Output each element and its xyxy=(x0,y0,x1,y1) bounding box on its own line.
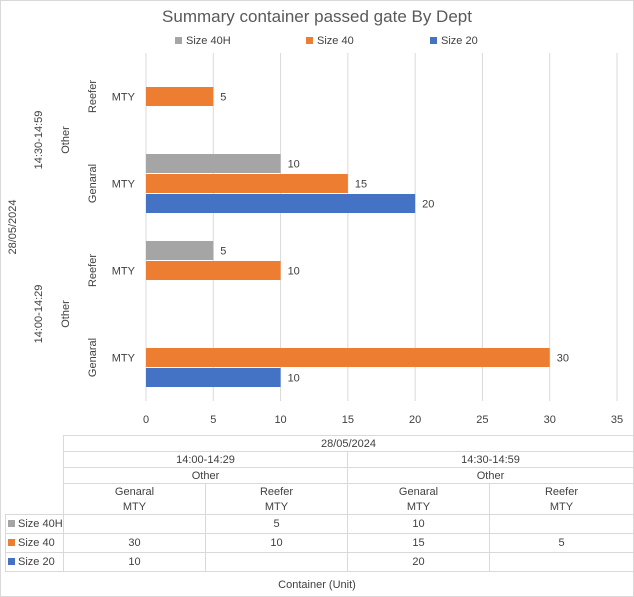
table-dept-header: Reefer xyxy=(205,483,348,499)
table-swatch-size-40 xyxy=(8,539,15,546)
table-cell: 30 xyxy=(63,533,206,553)
chart-title: Summary container passed gate By Dept xyxy=(162,7,472,26)
x-tick-label: 10 xyxy=(274,414,286,426)
table-cell xyxy=(489,514,633,534)
data-label: 10 xyxy=(288,159,300,171)
x-tick-label: 35 xyxy=(611,414,623,426)
bar-size-40 xyxy=(146,174,348,193)
table-type-header: MTY xyxy=(205,499,348,515)
table-time-header-2: 14:30-14:59 xyxy=(347,451,633,468)
bar-size-40 xyxy=(146,348,550,367)
category-dept-label: Genaral xyxy=(87,164,99,203)
category-group-label: Other xyxy=(60,300,72,328)
x-axis-title: Container (Unit) xyxy=(278,579,356,591)
data-label: 15 xyxy=(355,179,367,191)
table-row-name: Size 40H xyxy=(18,518,63,530)
table-dept-header: Genaral xyxy=(347,483,490,499)
table-date-header: 28/05/2024 xyxy=(63,435,633,452)
category-dept-label: Reefer xyxy=(87,254,99,287)
table-type-header: MTY xyxy=(489,499,633,515)
category-dept-label: Genaral xyxy=(87,338,99,377)
table-time-header-1: 14:00-14:29 xyxy=(63,451,348,468)
data-label: 5 xyxy=(220,246,226,258)
legend-swatch-size-40 xyxy=(306,37,313,44)
table-swatch-size-20 xyxy=(8,558,15,565)
bar-size-40 xyxy=(146,87,214,106)
table-cell: 5 xyxy=(205,514,348,534)
table-group-header-2: Other xyxy=(347,467,633,484)
table-cell: 10 xyxy=(205,533,348,553)
table-cell xyxy=(205,552,348,572)
data-label: 10 xyxy=(288,266,300,278)
category-type-label: MTY xyxy=(112,92,136,104)
category-time-label: 14:30-14:59 xyxy=(33,111,45,170)
legend-label-size-40h: Size 40H xyxy=(186,35,231,47)
table-row-name: Size 40 xyxy=(18,537,55,549)
table-dept-header: Genaral xyxy=(63,483,206,499)
data-labels: 5 10 15 20 5 10 30 10 xyxy=(220,92,569,385)
x-tick-label: 15 xyxy=(342,414,354,426)
category-time-label: 14:00-14:29 xyxy=(33,285,45,344)
table-type-header: MTY xyxy=(347,499,490,515)
data-label: 20 xyxy=(422,199,434,211)
data-label: 10 xyxy=(288,373,300,385)
legend-swatch-size-20 xyxy=(430,37,437,44)
x-tick-labels: 0 5 10 15 20 25 30 35 xyxy=(143,414,623,426)
x-tick-label: 5 xyxy=(210,414,216,426)
table-row-name: Size 20 xyxy=(18,556,55,568)
table-cell: 20 xyxy=(347,552,490,572)
table-group-header-1: Other xyxy=(63,467,348,484)
x-tick-label: 25 xyxy=(476,414,488,426)
gridlines xyxy=(145,53,618,401)
table-cell xyxy=(63,514,206,534)
category-type-label: MTY xyxy=(112,266,136,278)
table-type-header: MTY xyxy=(63,499,206,515)
table-row-label: Size 20 xyxy=(5,552,64,572)
bars xyxy=(146,87,550,387)
table-cell: 5 xyxy=(489,533,633,553)
table-row-size-40: Size 40 30 10 15 5 xyxy=(5,533,633,553)
table-row-size-40h: Size 40H 5 10 xyxy=(5,514,633,534)
bar-size-40h xyxy=(146,241,214,260)
bar-size-40 xyxy=(146,261,281,280)
x-tick-label: 20 xyxy=(409,414,421,426)
category-axis: MTY Reefer MTY Genaral MTY Reefer MTY Genaral Ot… xyxy=(7,80,136,377)
data-label: 30 xyxy=(557,353,569,365)
table-row-label: Size 40 xyxy=(5,533,64,553)
legend-swatch-size-40h xyxy=(175,37,182,44)
category-dept-label: Reefer xyxy=(87,80,99,113)
table-dept-header: Reefer xyxy=(489,483,633,499)
category-type-label: MTY xyxy=(112,179,136,191)
data-label: 5 xyxy=(220,92,226,104)
bar-size-20 xyxy=(146,194,416,213)
table-cell xyxy=(489,552,633,572)
legend-item-size-40: Size 40 xyxy=(306,35,354,47)
category-type-label: MTY xyxy=(112,353,136,365)
legend-item-size-40h: Size 40H xyxy=(175,35,231,47)
x-tick-label: 0 xyxy=(143,414,149,426)
table-cell: 15 xyxy=(347,533,490,553)
table-swatch-size-40h xyxy=(8,520,15,527)
legend-label-size-20: Size 20 xyxy=(441,35,478,47)
bar-size-40h xyxy=(146,154,281,173)
legend-item-size-20: Size 20 xyxy=(430,35,478,47)
table-row-label: Size 40H xyxy=(5,514,64,534)
table-cell: 10 xyxy=(63,552,206,572)
x-tick-label: 30 xyxy=(544,414,556,426)
category-date-label: 28/05/2024 xyxy=(7,199,19,254)
legend-label-size-40: Size 40 xyxy=(317,35,354,47)
category-group-label: Other xyxy=(60,126,72,154)
table-row-size-20: Size 20 10 20 xyxy=(5,552,633,572)
table-cell: 10 xyxy=(347,514,490,534)
bar-size-20 xyxy=(146,368,281,387)
